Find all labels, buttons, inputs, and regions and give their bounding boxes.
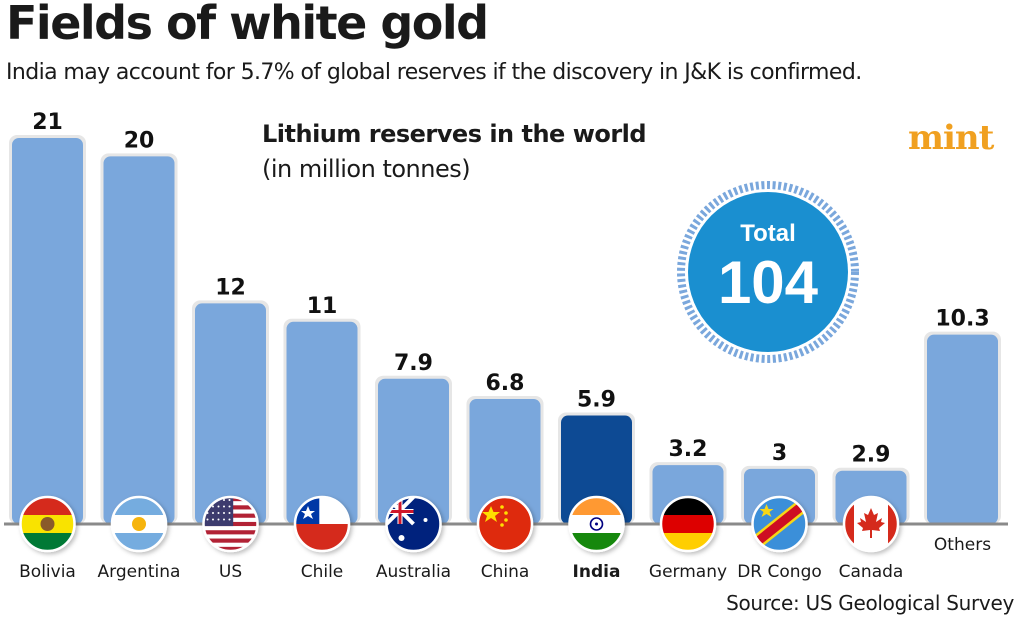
value-label-argentina: 20 xyxy=(124,128,155,153)
total-badge: Total 104 xyxy=(677,181,859,363)
bar-others xyxy=(927,334,998,524)
argentina-flag-icon xyxy=(110,495,168,553)
bar-china xyxy=(469,399,541,524)
bar-australia xyxy=(378,378,449,524)
badge-ring xyxy=(677,181,859,363)
bar-bolivia xyxy=(12,138,83,524)
mint-logo: mint xyxy=(908,118,994,158)
value-label-us: 12 xyxy=(215,275,246,300)
source-note: Source: US Geological Survey xyxy=(726,591,1014,615)
category-label-china: China xyxy=(481,562,530,582)
value-label-australia: 7.9 xyxy=(394,351,433,376)
india-flag-icon xyxy=(568,495,625,553)
value-label-chile: 11 xyxy=(307,294,338,319)
value-label-canada: 2.9 xyxy=(852,443,891,468)
category-label-germany: Germany xyxy=(649,562,727,582)
us-flag-icon xyxy=(202,495,259,553)
chart-title: Lithium reserves in the world xyxy=(262,120,647,148)
chart-subtitle: (in million tonnes) xyxy=(262,155,471,183)
value-label-dr-congo: 3 xyxy=(772,441,787,466)
value-label-germany: 3.2 xyxy=(669,437,708,462)
china-flag-icon xyxy=(476,495,534,553)
total-value: 104 xyxy=(718,249,819,316)
category-label-argentina: Argentina xyxy=(98,562,181,582)
category-label-australia: Australia xyxy=(376,562,451,582)
value-label-others: 10.3 xyxy=(935,307,989,332)
australia-flag-icon xyxy=(385,495,442,553)
bar-chile xyxy=(286,321,358,524)
bar-us xyxy=(195,303,266,524)
category-label-us: US xyxy=(219,562,242,582)
category-label-chile: Chile xyxy=(301,562,344,582)
bolivia-flag-icon xyxy=(19,495,76,553)
category-label-others: Others xyxy=(934,535,991,555)
germany-flag-icon xyxy=(659,495,717,553)
canada-flag-icon xyxy=(842,495,900,553)
bar-argentina xyxy=(103,156,175,524)
value-label-bolivia: 21 xyxy=(32,110,63,135)
value-label-india: 5.9 xyxy=(577,388,616,413)
total-label: Total xyxy=(740,220,796,247)
bar-india xyxy=(561,415,632,524)
category-label-india: India xyxy=(573,562,621,582)
chile-flag-icon xyxy=(293,495,351,553)
dr-congo-flag-icon xyxy=(751,495,808,553)
page-subtitle: India may account for 5.7% of global res… xyxy=(6,60,862,85)
category-label-canada: Canada xyxy=(839,562,904,582)
category-label-bolivia: Bolivia xyxy=(19,562,76,582)
badge-disc xyxy=(688,192,848,352)
category-label-dr-congo: DR Congo xyxy=(737,562,822,582)
page-title: Fields of white gold xyxy=(6,0,489,50)
value-label-china: 6.8 xyxy=(486,371,525,396)
